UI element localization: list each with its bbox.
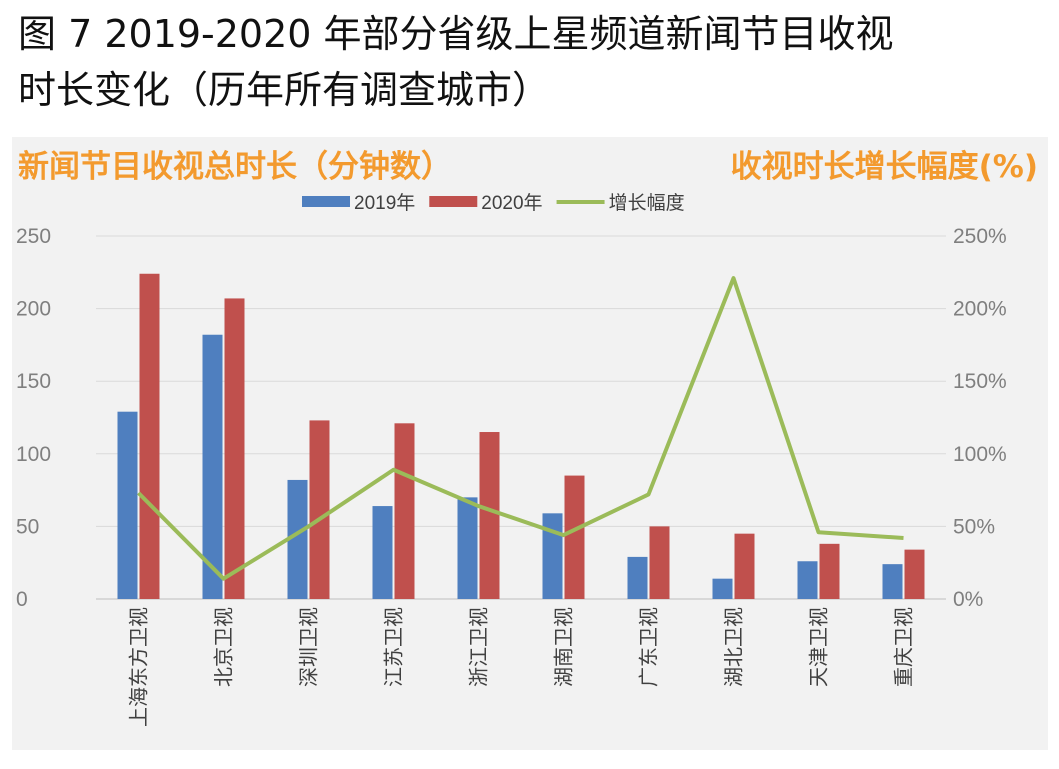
right-tick-label: 250%: [953, 225, 1007, 248]
bar-2019: [542, 513, 563, 599]
bar-2020: [309, 420, 330, 599]
bar-2019: [372, 506, 393, 599]
left-tick-label: 150: [16, 370, 51, 393]
growth-line-layer: [137, 276, 904, 581]
bar-2019: [882, 564, 903, 599]
bar-2020: [564, 475, 585, 599]
left-axis-ticks: 0 50 100 150 200 250: [16, 225, 51, 611]
category-label: 上海东方卫视: [127, 607, 151, 727]
bar-2020: [649, 526, 670, 599]
category-label: 江苏卫视: [382, 607, 406, 687]
bar-2020: [479, 432, 500, 599]
growth-line: [137, 276, 904, 581]
bar-2019: [117, 411, 138, 599]
left-axis-header: 新闻节目收视总时长（分钟数）: [18, 149, 452, 185]
left-tick-label: 250: [16, 225, 51, 248]
category-label: 湖南卫视: [552, 607, 576, 687]
category-label: 北京卫视: [212, 607, 236, 687]
category-labels: 上海东方卫视 北京卫视 深圳卫视 江苏卫视 浙江卫视 湖南卫视 广东卫视 湖北卫视 天津卫视 重庆…: [127, 607, 916, 727]
bar-2020: [734, 533, 755, 599]
left-tick-label: 200: [16, 298, 51, 321]
bar-2020: [819, 543, 840, 599]
category-label: 广东卫视: [637, 607, 661, 687]
bar-2019: [627, 556, 648, 599]
left-tick-label: 0: [16, 588, 28, 611]
category-label: 湖北卫视: [722, 607, 746, 687]
gridlines: [96, 235, 946, 600]
bar-2019: [712, 578, 733, 599]
right-tick-label: 100%: [953, 443, 1007, 466]
bars: [117, 273, 925, 599]
category-label: 深圳卫视: [297, 607, 321, 687]
right-tick-label: 50%: [953, 515, 995, 538]
combo-chart: 新闻节目收视总时长（分钟数） 收视时长增长幅度(%) 2019年 2020年 增长幅…: [16, 149, 1038, 727]
bar-2020: [904, 549, 925, 599]
category-label: 天津卫视: [807, 607, 831, 687]
right-tick-label: 150%: [953, 370, 1007, 393]
figure-title: 图 7 2019-2020 年部分省级上星频道新闻节目收视 时长变化（历年所有调…: [18, 6, 1048, 118]
category-label: 浙江卫视: [467, 607, 491, 687]
left-tick-label: 50: [16, 515, 39, 538]
right-axis-ticks: 0% 50% 100% 150% 200% 250%: [953, 225, 1007, 611]
bar-2019: [457, 497, 478, 599]
bar-2020: [394, 423, 415, 599]
chart-panel: 新闻节目收视总时长（分钟数） 收视时长增长幅度(%) 2019年 2020年 增长幅…: [12, 137, 1048, 750]
legend: 2019年 2020年 增长幅度: [302, 192, 685, 214]
right-tick-label: 200%: [953, 298, 1007, 321]
bar-2020: [139, 273, 160, 599]
left-tick-label: 100: [16, 443, 51, 466]
right-tick-label: 0%: [953, 588, 983, 611]
category-label: 重庆卫视: [892, 607, 916, 687]
figure-title-line2: 时长变化（历年所有调查城市）: [18, 68, 551, 112]
legend-label: 2019年: [354, 192, 415, 214]
bar-2020: [224, 298, 245, 599]
bar-2019: [287, 479, 308, 599]
bar-2019: [797, 561, 818, 599]
right-axis-header: 收视时长增长幅度(%): [731, 149, 1038, 185]
figure-title-line1: 图 7 2019-2020 年部分省级上星频道新闻节目收视: [18, 12, 894, 56]
bar-2019: [202, 334, 223, 599]
legend-swatch: [302, 196, 350, 207]
legend-swatch: [429, 196, 478, 207]
legend-label: 2020年: [481, 192, 542, 214]
legend-label: 增长幅度: [609, 192, 685, 214]
